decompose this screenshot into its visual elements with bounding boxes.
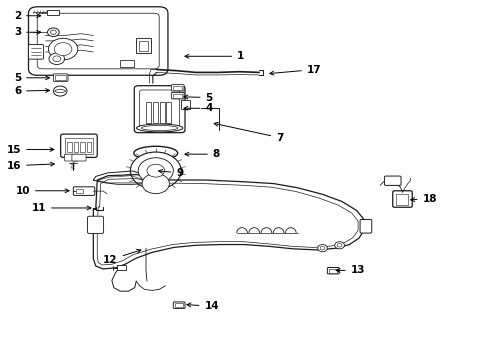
FancyBboxPatch shape — [327, 267, 338, 274]
FancyBboxPatch shape — [392, 191, 411, 207]
FancyBboxPatch shape — [140, 90, 179, 129]
Text: 15: 15 — [7, 144, 54, 154]
FancyBboxPatch shape — [64, 154, 79, 161]
Text: 11: 11 — [32, 203, 91, 213]
Text: 16: 16 — [7, 161, 54, 171]
Bar — [166, 102, 171, 123]
Bar — [80, 141, 84, 152]
Polygon shape — [93, 175, 363, 269]
Bar — [136, 39, 151, 53]
FancyBboxPatch shape — [384, 176, 400, 185]
FancyBboxPatch shape — [175, 303, 183, 307]
Circle shape — [320, 246, 325, 250]
FancyBboxPatch shape — [37, 13, 159, 69]
FancyBboxPatch shape — [55, 75, 66, 80]
Circle shape — [47, 28, 59, 37]
FancyBboxPatch shape — [72, 154, 86, 161]
FancyBboxPatch shape — [28, 44, 43, 59]
Circle shape — [48, 39, 78, 60]
Ellipse shape — [141, 126, 178, 131]
Text: 9: 9 — [158, 168, 183, 178]
Bar — [86, 141, 91, 152]
Bar — [159, 102, 164, 123]
FancyBboxPatch shape — [171, 85, 183, 91]
Bar — [76, 189, 83, 193]
Bar — [139, 41, 148, 51]
Polygon shape — [93, 171, 149, 184]
Text: 6: 6 — [14, 86, 49, 96]
FancyBboxPatch shape — [134, 86, 184, 133]
FancyBboxPatch shape — [53, 74, 68, 81]
Text: 14: 14 — [186, 301, 219, 311]
Bar — [181, 100, 189, 109]
FancyBboxPatch shape — [47, 10, 59, 15]
Bar — [74, 141, 78, 152]
Text: 7: 7 — [214, 122, 283, 143]
Circle shape — [50, 30, 56, 35]
Circle shape — [54, 42, 72, 55]
Text: 5: 5 — [183, 93, 212, 103]
Text: 13: 13 — [335, 265, 365, 275]
Circle shape — [334, 242, 344, 249]
Circle shape — [147, 164, 164, 177]
FancyBboxPatch shape — [28, 7, 167, 75]
Circle shape — [142, 174, 169, 194]
Text: 4: 4 — [183, 103, 212, 113]
Bar — [146, 102, 151, 123]
Circle shape — [53, 86, 67, 96]
Ellipse shape — [55, 90, 65, 93]
Circle shape — [53, 56, 61, 62]
FancyBboxPatch shape — [173, 302, 184, 309]
Circle shape — [336, 243, 341, 247]
Bar — [117, 265, 126, 270]
FancyBboxPatch shape — [359, 220, 371, 233]
FancyBboxPatch shape — [87, 216, 103, 233]
FancyBboxPatch shape — [173, 94, 182, 98]
Text: 5: 5 — [14, 73, 49, 83]
Bar — [153, 102, 158, 123]
FancyBboxPatch shape — [73, 187, 95, 195]
Bar — [67, 141, 72, 152]
Circle shape — [138, 158, 173, 184]
FancyBboxPatch shape — [171, 93, 183, 99]
Ellipse shape — [134, 146, 177, 160]
FancyBboxPatch shape — [395, 194, 407, 205]
Text: 18: 18 — [410, 194, 436, 204]
FancyBboxPatch shape — [65, 138, 93, 154]
Circle shape — [49, 53, 64, 64]
Text: 17: 17 — [269, 64, 321, 75]
Ellipse shape — [136, 124, 183, 132]
Text: 12: 12 — [103, 249, 141, 265]
FancyBboxPatch shape — [329, 269, 336, 273]
Text: 10: 10 — [16, 186, 69, 196]
Text: 2: 2 — [14, 11, 41, 21]
Text: 8: 8 — [184, 149, 220, 159]
FancyBboxPatch shape — [173, 86, 182, 90]
Bar — [120, 60, 134, 67]
FancyBboxPatch shape — [61, 134, 97, 157]
Text: 3: 3 — [14, 27, 41, 37]
Circle shape — [130, 152, 181, 189]
Text: 1: 1 — [184, 51, 244, 61]
Circle shape — [317, 244, 327, 252]
